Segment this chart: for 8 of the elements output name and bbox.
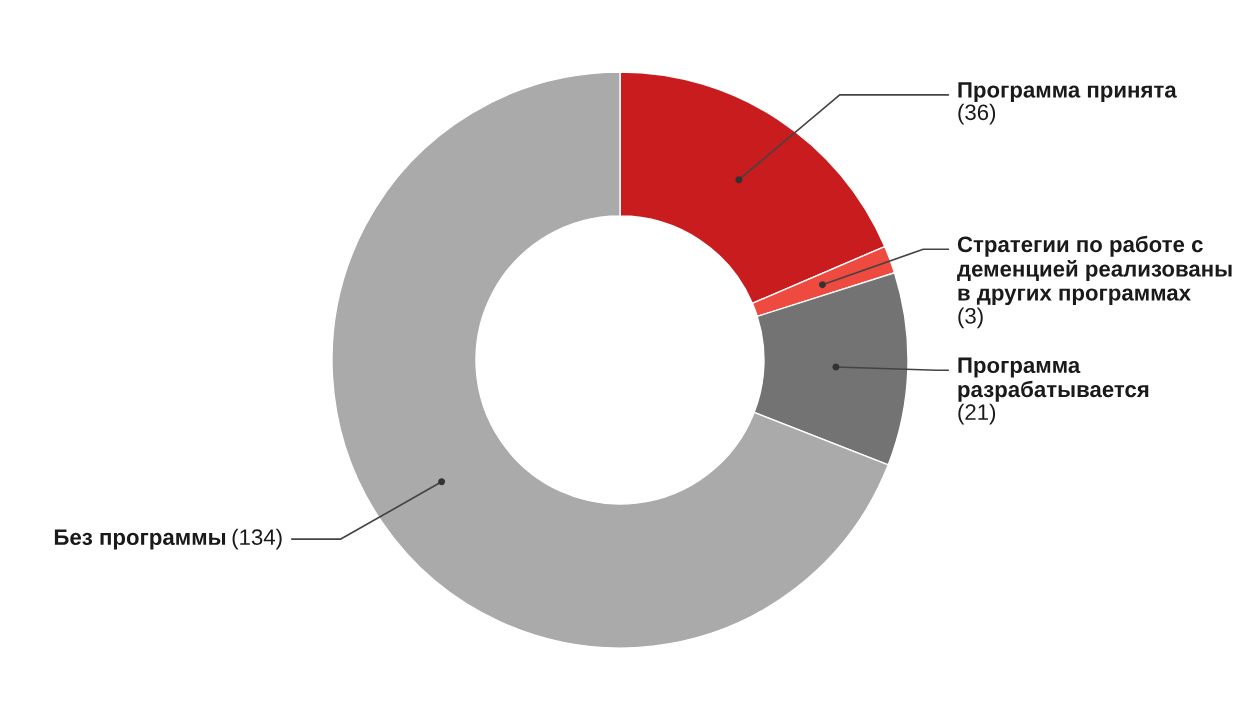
- data-label: (3): [958, 307, 983, 329]
- data-label: (21): [958, 403, 996, 425]
- slice-label: Без программы: [54, 529, 226, 550]
- slice-label: Программа разрабатывается: [958, 357, 1149, 402]
- data-label: (36): [958, 103, 996, 125]
- data-label: (134): [232, 528, 282, 550]
- slice-label: Программа принята: [958, 82, 1177, 103]
- slice-label: Стратегии по работе с деменцией реализованы в других программах: [957, 235, 1232, 306]
